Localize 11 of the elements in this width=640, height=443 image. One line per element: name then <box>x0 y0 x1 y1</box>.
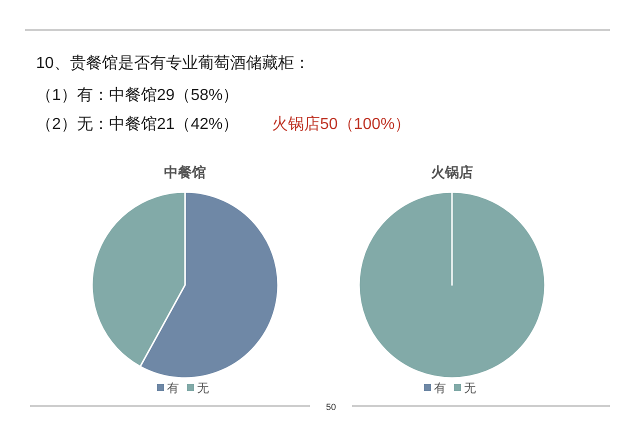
text: （1）有：中餐馆29（58%） <box>36 86 239 104</box>
legend-label: 有 <box>167 381 179 395</box>
legend-label: 无 <box>464 381 476 395</box>
chart-title: 火锅店 <box>431 164 473 180</box>
text: 50 <box>326 402 336 412</box>
legend-label: 有 <box>434 381 446 395</box>
text: 火锅店50（100%） <box>272 115 411 133</box>
text: 10、贵餐馆是否有专业葡萄酒储藏柜： <box>36 54 310 72</box>
text: （2）无：中餐馆21（42%） <box>36 115 239 133</box>
chart-title: 中餐馆 <box>164 164 206 180</box>
legend-label: 无 <box>197 381 209 395</box>
